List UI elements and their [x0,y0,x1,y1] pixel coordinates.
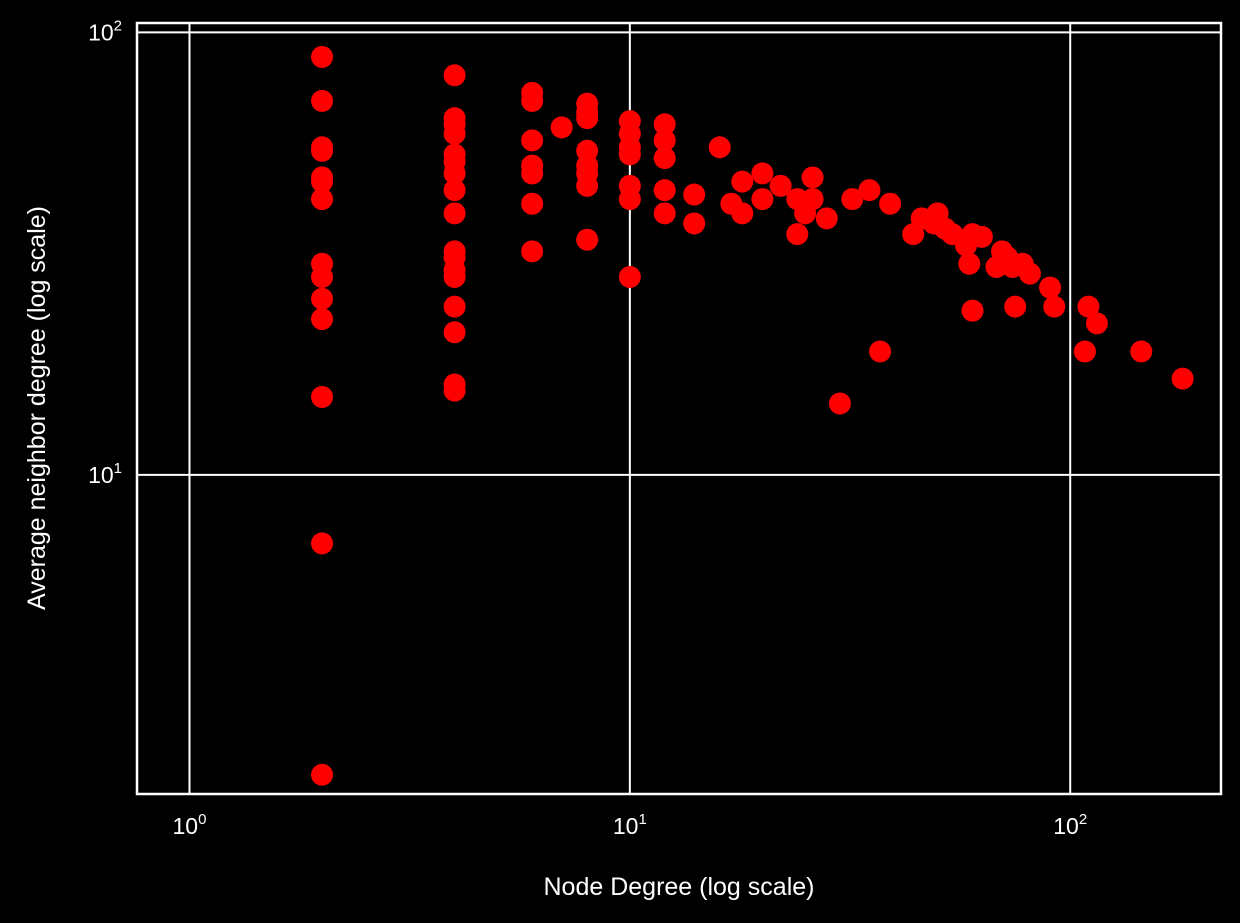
data-point [879,192,902,215]
data-point [815,207,838,230]
data-point [751,188,774,211]
data-point [1073,340,1096,363]
data-point [443,295,466,318]
y-tick-label: 101 [88,460,122,488]
data-point [443,321,466,344]
data-point [550,116,573,139]
data-points [311,45,1194,786]
data-point [311,89,334,112]
data-point [443,202,466,225]
data-point [311,45,334,68]
data-point [576,228,599,251]
data-point [521,129,544,152]
data-point [443,162,466,185]
data-point [970,225,993,248]
data-point [311,763,334,786]
data-point [311,532,334,555]
data-point [1077,295,1100,318]
data-point [653,147,676,170]
data-point [653,179,676,202]
data-point [1004,295,1027,318]
data-point [311,139,334,162]
data-point [576,107,599,130]
data-point [1018,262,1041,285]
data-point [841,188,864,211]
data-point [801,166,824,189]
data-point [958,252,981,275]
data-point [311,188,334,211]
plot-frame [135,21,1223,796]
data-point [311,287,334,310]
data-point [521,162,544,185]
tick-labels: 100 101 102 101 102 [88,17,1087,839]
data-point [521,89,544,112]
data-point [576,174,599,197]
data-point [653,202,676,225]
data-point [443,64,466,87]
data-point [869,340,892,363]
data-point [443,179,466,202]
data-point [801,188,824,211]
data-point [1171,367,1194,390]
data-point [1039,276,1062,299]
data-point [653,129,676,152]
data-point [1130,340,1153,363]
x-tick-label: 102 [1053,811,1087,839]
data-point [708,136,731,159]
data-point [1043,295,1066,318]
data-point [828,392,851,415]
data-point [653,113,676,136]
data-point [731,202,754,225]
data-point [618,265,641,288]
data-point [311,170,334,193]
data-point [618,143,641,166]
data-point [311,308,334,331]
x-axis-label: Node Degree (log scale) [544,873,815,901]
x-tick-label: 101 [613,811,647,839]
data-point [521,240,544,263]
data-point [1085,312,1108,335]
data-point [751,162,774,185]
x-tick-label: 100 [173,811,207,839]
data-point [521,192,544,215]
data-point [443,265,466,288]
data-point [311,385,334,408]
data-point [769,174,792,197]
data-point [683,212,706,235]
data-point [858,179,881,202]
data-point [731,170,754,193]
data-point [961,299,984,322]
data-point [443,122,466,145]
data-point [311,265,334,288]
data-point [683,183,706,206]
y-tick-label: 102 [88,17,122,45]
data-point [443,379,466,402]
data-point [786,223,809,246]
data-point [618,188,641,211]
y-axis-label: Average neighbor degree (log scale) [23,206,51,610]
